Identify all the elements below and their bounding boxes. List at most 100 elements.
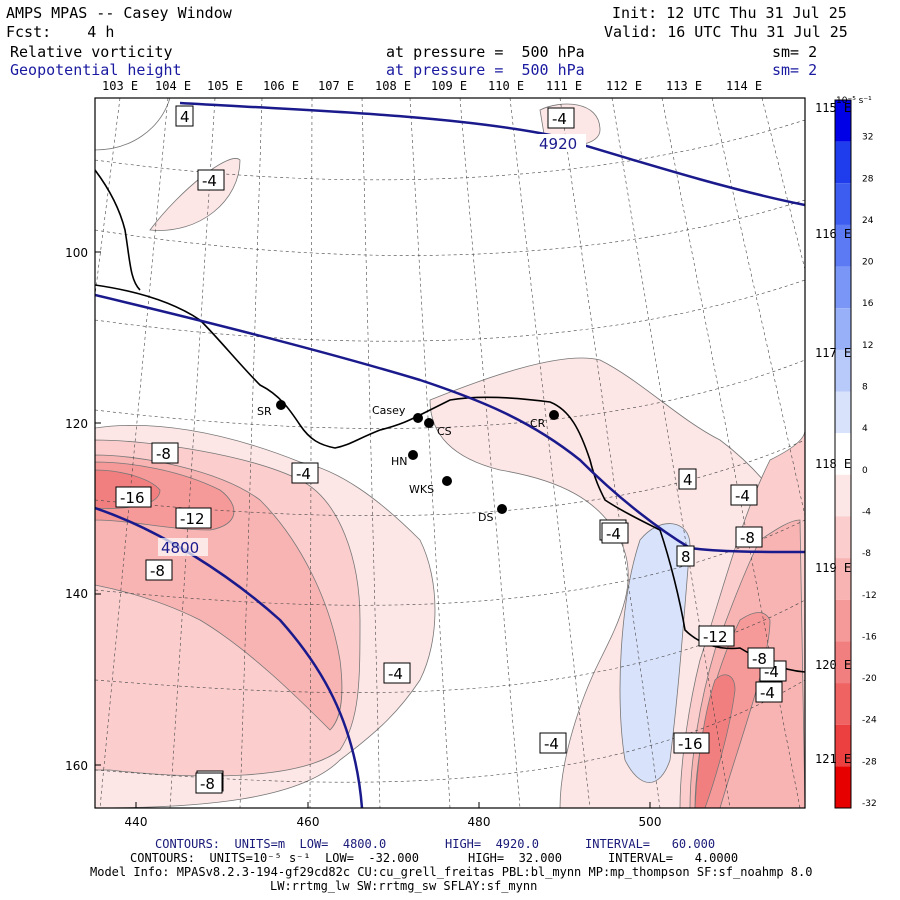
lon-label: 118 E: [815, 457, 851, 471]
colorbar-label: -12: [862, 591, 877, 601]
colorbar-label: 32: [862, 133, 873, 143]
contour-label: -4: [735, 487, 750, 505]
graticule: [95, 98, 805, 808]
colorbar-swatch: [835, 100, 851, 142]
station-marker: [276, 400, 286, 410]
contour-label: -4: [760, 684, 775, 702]
height-label-4920: 4920: [539, 135, 577, 153]
coastline: [95, 169, 805, 673]
colorbar-label: 12: [862, 341, 873, 351]
y-tick-label: 140: [65, 587, 88, 601]
contour-label-box: [145, 559, 173, 581]
field-vorticity: Relative vorticity: [10, 43, 173, 61]
contour-label-box: [197, 169, 225, 191]
station-marker: [549, 410, 559, 420]
longitude-labels-right: 115 E 116 E 117 E 118 E 119 E 120 E 121 …: [815, 101, 851, 766]
forecast-hour: Fcst: 4 h: [6, 23, 115, 41]
station-label: Casey: [372, 404, 406, 417]
lon-label: 114 E: [726, 79, 762, 93]
contour-label-box: [673, 732, 710, 754]
y-axis: 100 120 140 160: [65, 246, 88, 773]
colorbar-label: -32: [862, 799, 877, 809]
colorbar-label: -24: [862, 716, 877, 726]
y-tick-label: 120: [65, 417, 88, 431]
colorbar-swatch: [835, 599, 851, 642]
lon-label: 119 E: [815, 561, 851, 575]
colorbar-frame: [834, 99, 852, 809]
contour-label: 8: [681, 548, 691, 566]
model-info-physics: LW:rrtmg_lw SW:rrtmg_sw SFLAY:sf_mynn: [270, 879, 538, 893]
colorbar-label: -28: [862, 757, 877, 767]
lon-label: 105 E: [207, 79, 243, 93]
colorbar-swatch: [835, 183, 851, 225]
model-info: Model Info: MPASv8.2.3-194-gf29cd82c CU:…: [90, 865, 813, 879]
contour-label-box: [678, 468, 697, 490]
contour-label: -4: [202, 172, 217, 190]
colorbar-swatch: [835, 766, 851, 808]
station-label: CS: [437, 425, 452, 438]
contour-label: -8: [752, 650, 767, 668]
contour-label-box: [151, 442, 179, 464]
colorbar-label: -20: [862, 674, 877, 684]
contour-label-box: [747, 647, 775, 669]
colorbar-unit: 10⁻⁵ s⁻¹: [836, 96, 872, 106]
x-tick-label: 460: [297, 815, 320, 829]
colorbar-swatch: [835, 433, 851, 475]
colorbar-label: 16: [862, 299, 874, 309]
height-contour-info: CONTOURS: UNITS=m LOW= 4800.0: [155, 837, 387, 851]
field-geopotential: Geopotential height: [10, 61, 182, 79]
station-label: HN: [391, 455, 408, 468]
station-marker: [442, 476, 452, 486]
contour-label: -8: [150, 562, 165, 580]
contour-label: -12: [180, 510, 205, 528]
lon-label: 108 E: [375, 79, 411, 93]
colorbar-label: 8: [862, 383, 868, 393]
x-tick-label: 480: [468, 815, 491, 829]
y-tick-label: 160: [65, 759, 88, 773]
lon-label: 113 E: [666, 79, 702, 93]
contour-label: -16: [120, 489, 145, 507]
lon-label: 111 E: [546, 79, 582, 93]
contour-label: -4: [388, 665, 403, 683]
smoothing-vorticity: sm= 2: [772, 43, 818, 61]
contour-label-box: [539, 732, 567, 754]
colorbar-label: -16: [862, 632, 877, 642]
colorbar-label: 4: [862, 424, 868, 434]
lon-label: 107 E: [318, 79, 354, 93]
colorbar-swatch: [835, 266, 851, 309]
height-label-4800: 4800: [161, 539, 199, 557]
contour-label-box: [291, 462, 319, 484]
contour-label: 4: [683, 471, 693, 489]
contour-label: -4: [296, 465, 311, 483]
lon-label: 106 E: [263, 79, 299, 93]
longitude-labels-top: 103 E 104 E 105 E 106 E 107 E 108 E 109 …: [102, 79, 762, 93]
contour-label: -16: [678, 735, 703, 753]
lon-label: 109 E: [431, 79, 467, 93]
x-tick-label: 440: [125, 815, 148, 829]
contour-label-box: [676, 545, 695, 567]
smoothing-geopotential: sm= 2: [772, 61, 818, 79]
height-contour-high: HIGH= 4920.0: [445, 837, 539, 851]
x-tick-label: 500: [639, 815, 662, 829]
contour-label-box: [601, 522, 629, 544]
contour-label-box: [755, 681, 783, 703]
map-title: AMPS MPAS -- Casey Window: [6, 4, 232, 22]
contour-labels: 4-4-4-8-16-12-8-4-4-8-44-4-4-48-8-8-12-8…: [115, 105, 787, 794]
contour-label-box: [547, 107, 575, 129]
station-marker: [413, 413, 423, 423]
valid-time: Valid: 16 UTC Thu 31 Jul 25: [604, 23, 848, 41]
colorbar-swatch: [835, 724, 851, 767]
colorbar-label: -8: [862, 549, 871, 559]
vorticity-contour-info: CONTOURS: UNITS=10⁻⁵ s⁻¹ LOW= -32.000: [130, 851, 419, 865]
colorbar-swatch: [835, 683, 851, 725]
plot-frame: [94, 97, 806, 809]
colorbar-swatch: [835, 474, 851, 517]
contour-label: -4: [544, 735, 559, 753]
lon-label: 104 E: [155, 79, 191, 93]
station-marker: [408, 450, 418, 460]
lon-label: 103 E: [102, 79, 138, 93]
contour-label: -4: [606, 525, 621, 543]
colorbar-swatch: [835, 558, 851, 600]
colorbar-label: 20: [862, 258, 874, 268]
